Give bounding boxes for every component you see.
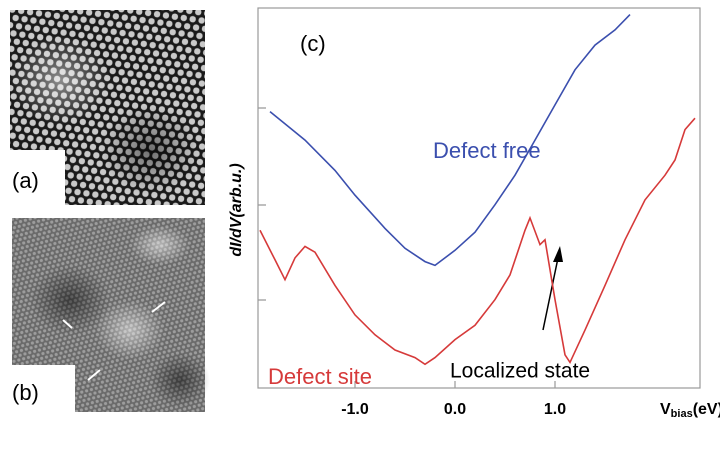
axis-tick bbox=[258, 107, 266, 301]
x-axis-label: Vbias(eV) bbox=[660, 401, 720, 420]
x-tick-label: 1.0 bbox=[544, 401, 566, 418]
annotation-arrow bbox=[542, 257, 559, 331]
panel-label: (c) bbox=[300, 31, 326, 56]
series-line bbox=[259, 117, 696, 366]
panel-label: (a) bbox=[12, 168, 39, 193]
stm-image-b bbox=[0, 218, 210, 413]
series-line bbox=[269, 14, 631, 267]
stm-image-a bbox=[0, 10, 205, 206]
panel-label: (b) bbox=[12, 380, 39, 405]
series-label: Defect free bbox=[433, 138, 541, 163]
x-tick-label: 0.0 bbox=[444, 401, 466, 418]
annotation: Localized state bbox=[450, 360, 590, 383]
x-label-main: V bbox=[660, 401, 671, 418]
y-axis-label: dI/dV(arb.u.) bbox=[228, 163, 245, 256]
x-label-sub: bias bbox=[671, 408, 693, 420]
x-tick-label: -1.0 bbox=[341, 401, 369, 418]
series-label: Defect site bbox=[268, 364, 372, 389]
annotation-arrowhead bbox=[553, 246, 563, 262]
x-label-unit: (eV) bbox=[693, 401, 720, 418]
plot-frame bbox=[257, 7, 701, 389]
